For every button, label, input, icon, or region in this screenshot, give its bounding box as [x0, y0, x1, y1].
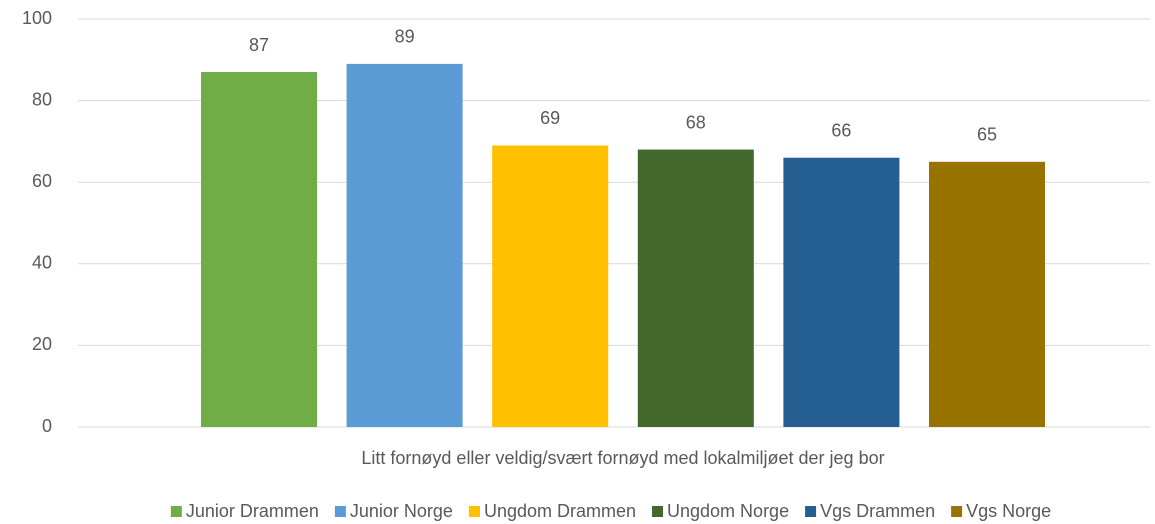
data-label: 89	[395, 27, 415, 47]
y-tick-label: 100	[22, 8, 52, 28]
y-tick-label: 0	[42, 416, 52, 436]
bar	[783, 157, 900, 427]
legend-swatch	[468, 506, 480, 517]
legend-swatch	[334, 506, 346, 517]
y-tick-label: 20	[32, 334, 52, 354]
legend-label: Junior Drammen	[186, 501, 319, 521]
x-tick-label: Litt fornøyd eller veldig/svært fornøyd …	[361, 448, 884, 468]
legend-label: Junior Norge	[350, 501, 453, 521]
y-tick-label: 60	[32, 171, 52, 191]
bar	[346, 63, 463, 427]
bar	[492, 145, 609, 428]
legend-label: Ungdom Drammen	[484, 501, 636, 521]
legend-swatch	[805, 506, 817, 517]
legend-swatch	[170, 506, 182, 517]
data-label: 87	[249, 35, 269, 55]
y-tick-label: 40	[32, 253, 52, 273]
legend-label: Vgs Drammen	[820, 501, 935, 521]
legend-swatch	[951, 506, 963, 517]
data-label: 68	[686, 112, 706, 132]
y-tick-label: 80	[32, 89, 52, 109]
bar	[201, 72, 317, 427]
data-label: 66	[831, 120, 851, 140]
data-label: 65	[977, 125, 997, 145]
legend-label: Vgs Norge	[966, 501, 1051, 521]
legend-label: Ungdom Norge	[667, 501, 789, 521]
legend-swatch	[652, 506, 664, 517]
data-label: 69	[540, 108, 560, 128]
bar	[929, 161, 1045, 428]
bar	[637, 149, 754, 427]
